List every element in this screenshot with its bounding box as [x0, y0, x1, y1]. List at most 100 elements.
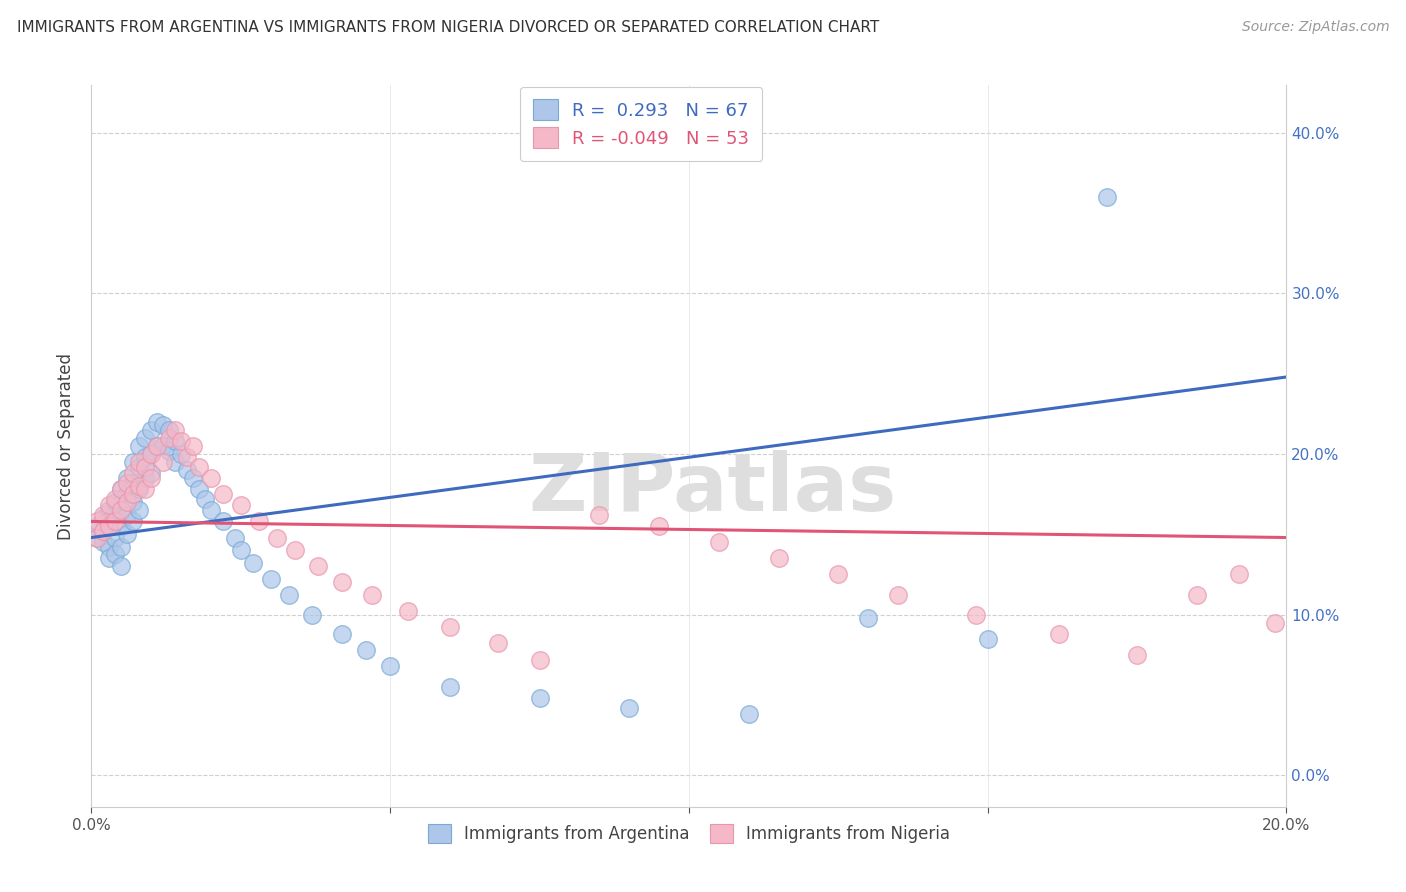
Point	[93, 511, 115, 525]
Point	[93, 535, 115, 549]
Point	[529, 652, 551, 666]
Point	[128, 483, 150, 497]
Point	[146, 415, 169, 429]
Legend: Immigrants from Argentina, Immigrants from Nigeria: Immigrants from Argentina, Immigrants fr…	[418, 814, 960, 853]
Point	[128, 459, 150, 474]
Point	[247, 515, 270, 529]
Point	[188, 459, 211, 474]
Point	[976, 632, 998, 646]
Point	[104, 547, 127, 561]
Point	[86, 531, 108, 545]
Point	[157, 431, 180, 445]
Point	[277, 588, 299, 602]
Point	[86, 519, 108, 533]
Point	[134, 450, 156, 465]
Point	[170, 447, 193, 461]
Point	[157, 443, 180, 458]
Y-axis label: Divorced or Separated: Divorced or Separated	[58, 352, 76, 540]
Point	[104, 515, 127, 529]
Point	[307, 559, 329, 574]
Point	[128, 439, 150, 453]
Point	[396, 604, 419, 618]
Point	[146, 439, 169, 453]
Point	[115, 471, 138, 485]
Point	[141, 467, 163, 481]
Point	[768, 551, 790, 566]
Point	[104, 508, 127, 522]
Point	[134, 471, 156, 485]
Text: Source: ZipAtlas.com: Source: ZipAtlas.com	[1241, 20, 1389, 34]
Point	[110, 483, 132, 497]
Point	[361, 588, 384, 602]
Point	[163, 434, 186, 449]
Point	[110, 559, 132, 574]
Point	[648, 519, 671, 533]
Point	[1227, 567, 1250, 582]
Point	[122, 487, 145, 501]
Point	[176, 450, 198, 465]
Point	[1097, 190, 1119, 204]
Point	[115, 495, 138, 509]
Point	[354, 643, 377, 657]
Point	[965, 607, 987, 622]
Point	[122, 515, 145, 529]
Point	[128, 455, 150, 469]
Point	[707, 535, 730, 549]
Point	[122, 475, 145, 490]
Point	[93, 524, 115, 538]
Point	[588, 508, 610, 522]
Point	[529, 691, 551, 706]
Point	[1126, 648, 1149, 662]
Point	[86, 531, 108, 545]
Point	[259, 572, 281, 586]
Point	[152, 455, 174, 469]
Point	[486, 636, 509, 650]
Point	[104, 531, 127, 545]
Point	[827, 567, 849, 582]
Point	[110, 503, 132, 517]
Point	[110, 519, 132, 533]
Point	[115, 508, 138, 522]
Point	[122, 455, 145, 469]
Point	[134, 483, 156, 497]
Point	[110, 503, 132, 517]
Point	[98, 499, 121, 513]
Point	[104, 491, 127, 506]
Point	[128, 479, 150, 493]
Point	[98, 519, 121, 533]
Point	[98, 515, 121, 529]
Point	[104, 495, 127, 509]
Point	[380, 659, 402, 673]
Point	[141, 471, 163, 485]
Point	[188, 483, 211, 497]
Point	[200, 503, 222, 517]
Point	[181, 439, 204, 453]
Point	[229, 543, 252, 558]
Point	[98, 540, 121, 554]
Point	[141, 447, 163, 461]
Point	[115, 527, 138, 541]
Point	[98, 503, 121, 517]
Point	[122, 495, 145, 509]
Point	[152, 418, 174, 433]
Point	[242, 556, 264, 570]
Point	[141, 423, 163, 437]
Point	[737, 707, 759, 722]
Point	[141, 447, 163, 461]
Point	[332, 575, 354, 590]
Point	[98, 551, 121, 566]
Point	[1264, 615, 1286, 630]
Point	[619, 700, 641, 714]
Point	[858, 611, 880, 625]
Text: IMMIGRANTS FROM ARGENTINA VS IMMIGRANTS FROM NIGERIA DIVORCED OR SEPARATED CORRE: IMMIGRANTS FROM ARGENTINA VS IMMIGRANTS …	[17, 20, 879, 35]
Point	[181, 471, 204, 485]
Point	[86, 515, 108, 529]
Point	[1049, 627, 1071, 641]
Point	[122, 467, 145, 481]
Point	[134, 431, 156, 445]
Point	[439, 620, 461, 634]
Point	[115, 475, 138, 490]
Point	[211, 515, 233, 529]
Point	[115, 487, 138, 501]
Point	[93, 508, 115, 522]
